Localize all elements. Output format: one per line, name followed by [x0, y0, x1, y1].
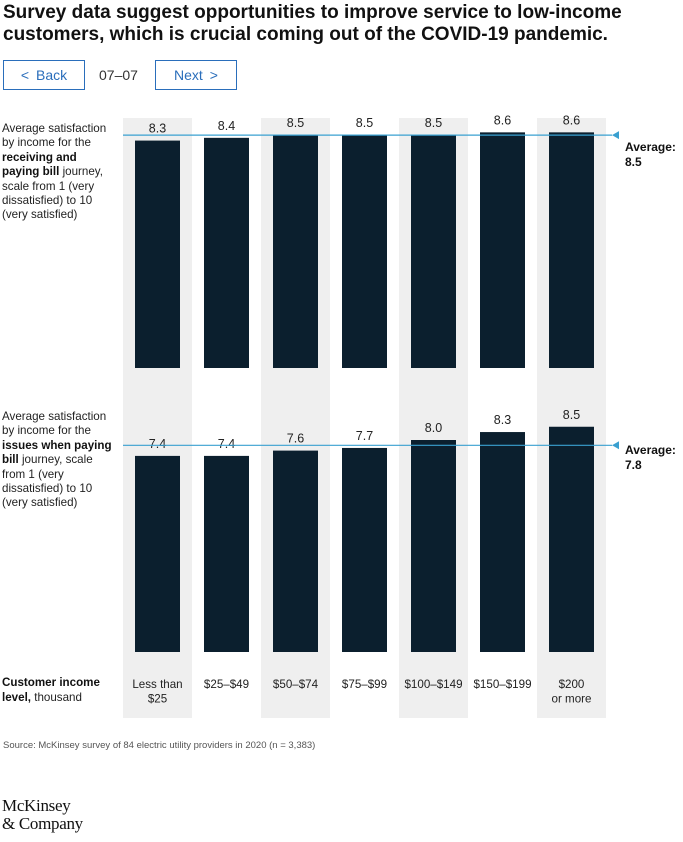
average-marker-icon [612, 131, 619, 140]
average-value-label: 7.8 [625, 458, 642, 472]
chevron-left-icon: < [20, 67, 30, 83]
mckinsey-logo: McKinsey & Company [2, 797, 83, 833]
bar [342, 447, 387, 652]
bar [204, 137, 249, 368]
category-label: $75–$99 [342, 678, 387, 691]
next-button-label: Next [174, 67, 203, 83]
bar [273, 450, 318, 652]
bar-value-label: 8.5 [356, 116, 373, 130]
panel-1-label-bold: receiving and paying bill [2, 150, 77, 179]
next-button[interactable]: Next > [155, 60, 237, 90]
category-label: $200 [559, 678, 585, 691]
bar-value-label: 7.6 [287, 432, 304, 446]
bar-value-label: 8.6 [563, 113, 580, 127]
bar-value-label: 8.6 [494, 113, 511, 127]
bar-value-label: 8.5 [425, 116, 442, 130]
logo-line-2: & Company [2, 814, 83, 833]
category-label: $100–$149 [404, 678, 462, 691]
category-label: $25 [148, 693, 167, 706]
page-indicator: 07–07 [99, 67, 138, 83]
bar-value-label: 8.3 [494, 413, 511, 427]
bar-value-label: 8.3 [149, 122, 166, 136]
x-axis-label-post: thousand [31, 690, 82, 704]
bar [204, 455, 249, 652]
panel-2-label-pre: Average satisfaction by income for the [2, 410, 107, 438]
panel-2-label-post: journey, scale from 1 (very dissatisfied… [2, 453, 93, 510]
category-label: $50–$74 [273, 678, 319, 691]
average-label: Average: [625, 140, 676, 154]
bar [411, 440, 456, 652]
panel-1-label-pre: Average satisfaction by income for the [2, 122, 107, 150]
category-label: $150–$199 [473, 678, 531, 691]
bar [342, 135, 387, 368]
panel-2-label-bold: issues when paying bill [2, 438, 112, 467]
panel-1-label-post: journey, scale from 1 (very dissatisfied… [2, 165, 103, 222]
bar [480, 432, 525, 652]
panel-1-label: Average satisfaction by income for the r… [2, 122, 114, 223]
logo-line-1: McKinsey [2, 796, 71, 815]
chevron-right-icon: > [209, 67, 218, 83]
average-value-label: 8.5 [625, 155, 642, 169]
category-label: $25–$49 [204, 678, 249, 691]
bar-value-label: 7.7 [356, 429, 373, 443]
source-note: Source: McKinsey survey of 84 electric u… [3, 740, 316, 751]
category-label: or more [552, 693, 592, 706]
page-title: Survey data suggest opportunities to imp… [3, 2, 622, 45]
bar [411, 135, 456, 368]
bar [549, 132, 594, 368]
bar-value-label: 8.5 [287, 116, 304, 130]
bar-value-label: 7.4 [218, 437, 235, 451]
average-label: Average: [625, 443, 676, 457]
x-axis-label: Customer income level, thousand [2, 676, 117, 705]
average-marker-icon [612, 441, 619, 450]
category-label: Less than [132, 678, 182, 691]
bar [135, 455, 180, 652]
bar [480, 132, 525, 368]
bar [135, 140, 180, 368]
bar [273, 135, 318, 368]
panel-2-label: Average satisfaction by income for the i… [2, 410, 114, 511]
bar-value-label: 8.0 [425, 421, 442, 435]
bar-value-label: 7.4 [149, 437, 166, 451]
back-button-label: Back [36, 67, 68, 83]
bar-value-label: 8.5 [563, 408, 580, 422]
bar-value-label: 8.4 [218, 119, 235, 133]
back-button[interactable]: < Back [3, 60, 85, 90]
x-axis-label-bold: Customer income level, [2, 676, 100, 704]
bar [549, 426, 594, 652]
